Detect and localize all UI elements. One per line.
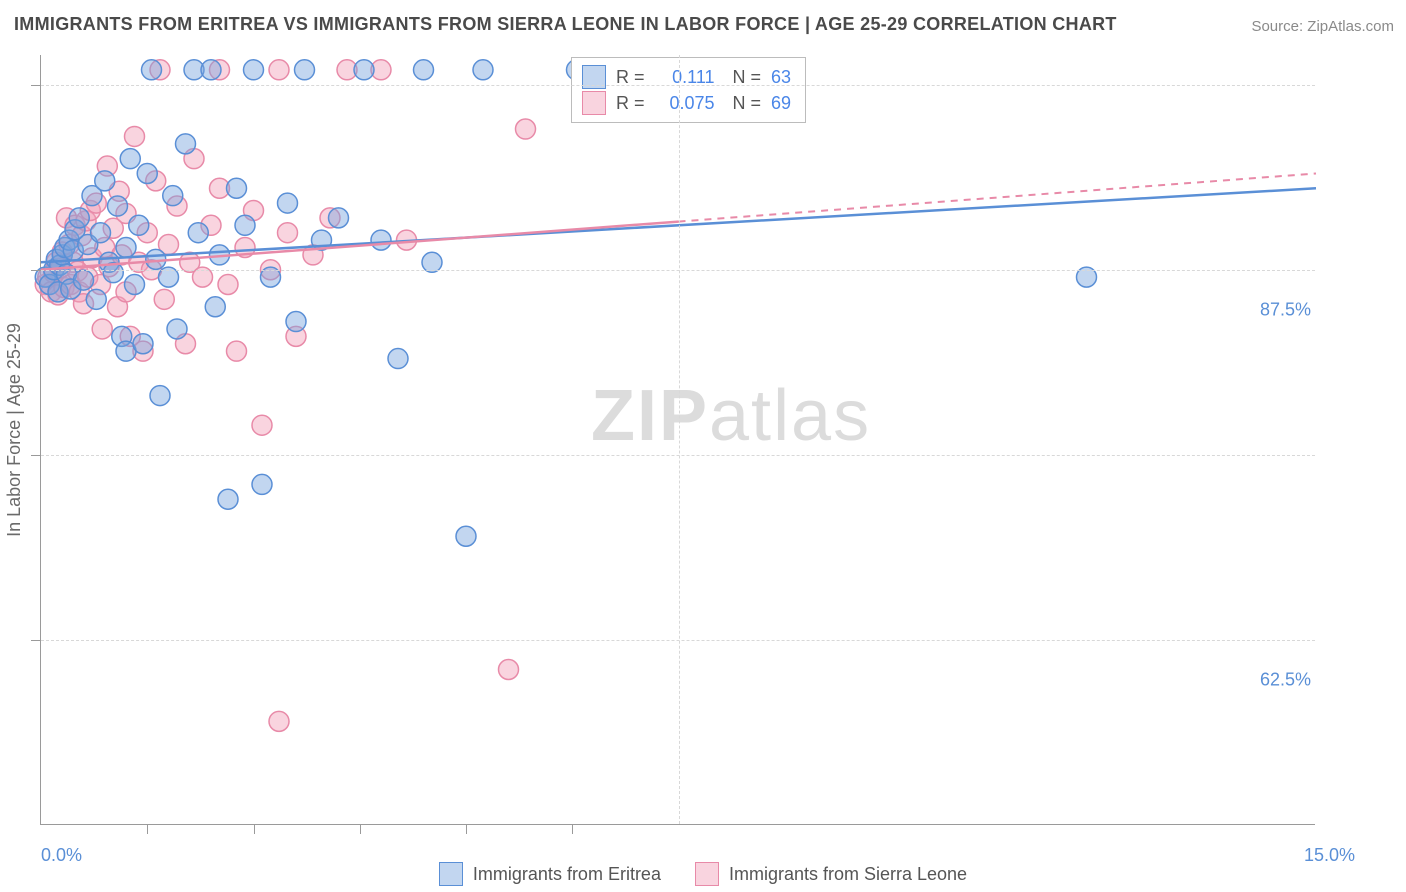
data-point xyxy=(150,386,170,406)
data-point xyxy=(473,60,493,80)
correlation-legend: R = 0.111 N = 63 R = 0.075 N = 69 xyxy=(571,57,806,123)
data-point xyxy=(499,660,519,680)
data-point xyxy=(108,196,128,216)
legend-item-eritrea: Immigrants from Eritrea xyxy=(439,862,661,886)
data-point xyxy=(278,193,298,213)
data-point xyxy=(129,215,149,235)
y-axis-label: In Labor Force | Age 25-29 xyxy=(4,323,25,537)
data-point xyxy=(91,223,111,243)
x-tick xyxy=(360,824,361,834)
data-point xyxy=(227,341,247,361)
data-point xyxy=(95,171,115,191)
n-label: N = xyxy=(733,90,762,116)
data-point xyxy=(201,60,221,80)
data-point xyxy=(516,119,536,139)
plot-area: ZIPatlas R = 0.111 N = 63 R = 0.075 N = … xyxy=(40,55,1315,825)
data-point xyxy=(244,60,264,80)
source-attribution: Source: ZipAtlas.com xyxy=(1251,18,1394,35)
y-tick xyxy=(31,270,41,271)
y-tick xyxy=(31,640,41,641)
swatch-sierra-leone-icon xyxy=(695,862,719,886)
data-point xyxy=(269,711,289,731)
data-point xyxy=(74,270,94,290)
x-tick xyxy=(466,824,467,834)
chart-title: IMMIGRANTS FROM ERITREA VS IMMIGRANTS FR… xyxy=(14,14,1117,35)
r-value-sierra-leone: 0.075 xyxy=(655,90,715,116)
legend-row-sierra-leone: R = 0.075 N = 69 xyxy=(582,90,791,116)
data-point xyxy=(227,178,247,198)
data-point xyxy=(235,215,255,235)
y-tick xyxy=(31,85,41,86)
data-point xyxy=(133,334,153,354)
data-point xyxy=(69,208,89,228)
data-point xyxy=(269,60,289,80)
n-label: N = xyxy=(733,64,762,90)
data-point xyxy=(414,60,434,80)
data-point xyxy=(188,223,208,243)
data-point xyxy=(137,163,157,183)
data-point xyxy=(120,149,140,169)
data-point xyxy=(218,275,238,295)
legend-item-sierra-leone: Immigrants from Sierra Leone xyxy=(695,862,967,886)
r-label: R = xyxy=(616,64,645,90)
data-point xyxy=(125,126,145,146)
n-value-eritrea: 63 xyxy=(771,64,791,90)
y-tick-label: 87.5% xyxy=(1260,299,1311,320)
data-point xyxy=(456,526,476,546)
x-tick xyxy=(254,824,255,834)
y-tick-label: 62.5% xyxy=(1260,669,1311,690)
data-point xyxy=(329,208,349,228)
data-point xyxy=(205,297,225,317)
data-point xyxy=(388,349,408,369)
series-legend: Immigrants from Eritrea Immigrants from … xyxy=(0,862,1406,886)
swatch-sierra-leone xyxy=(582,91,606,115)
data-point xyxy=(142,60,162,80)
data-point xyxy=(154,289,174,309)
swatch-eritrea-icon xyxy=(439,862,463,886)
data-point xyxy=(116,238,136,258)
legend-label-eritrea: Immigrants from Eritrea xyxy=(473,864,661,885)
data-point xyxy=(252,474,272,494)
data-point xyxy=(218,489,238,509)
data-point xyxy=(278,223,298,243)
y-tick xyxy=(31,455,41,456)
data-point xyxy=(92,319,112,339)
data-point xyxy=(354,60,374,80)
data-point xyxy=(167,319,187,339)
data-point xyxy=(125,275,145,295)
r-label: R = xyxy=(616,90,645,116)
x-tick xyxy=(572,824,573,834)
data-point xyxy=(176,134,196,154)
n-value-sierra-leone: 69 xyxy=(771,90,791,116)
data-point xyxy=(295,60,315,80)
data-point xyxy=(163,186,183,206)
data-point xyxy=(252,415,272,435)
data-point xyxy=(86,289,106,309)
data-point xyxy=(286,312,306,332)
r-value-eritrea: 0.111 xyxy=(655,64,715,90)
legend-label-sierra-leone: Immigrants from Sierra Leone xyxy=(729,864,967,885)
data-point xyxy=(371,230,391,250)
trend-line-extrapolated xyxy=(679,173,1317,221)
legend-row-eritrea: R = 0.111 N = 63 xyxy=(582,64,791,90)
gridline-v xyxy=(679,55,680,824)
x-tick xyxy=(147,824,148,834)
